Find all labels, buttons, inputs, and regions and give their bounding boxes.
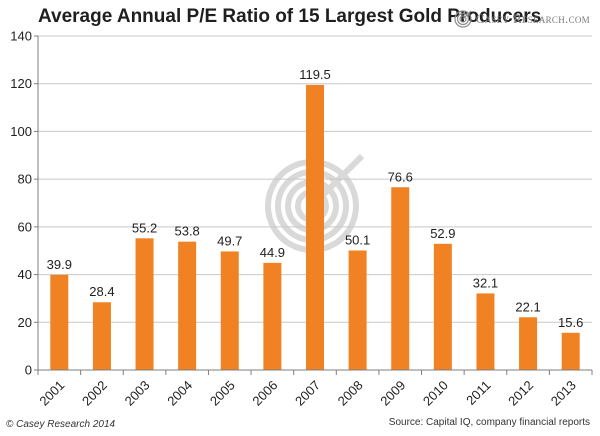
data-label: 76.6 — [388, 169, 413, 184]
x-tick-label: 2004 — [164, 378, 195, 409]
chart-title: Average Annual P/E Ratio of 15 Largest G… — [38, 6, 542, 27]
data-label: 52.9 — [430, 226, 455, 241]
brand-logo: Casey Research.com — [454, 8, 590, 30]
bar-2004 — [178, 241, 197, 370]
data-label: 28.4 — [89, 284, 114, 299]
data-label: 55.2 — [132, 220, 157, 235]
x-tick-label: 2001 — [36, 378, 67, 409]
x-tick-label: 2012 — [505, 378, 536, 409]
data-label: 39.9 — [47, 257, 72, 272]
y-tick-label: 140 — [10, 29, 32, 44]
bar-2001 — [50, 274, 69, 370]
data-label: 32.1 — [473, 275, 498, 290]
x-tick-label: 2002 — [79, 378, 110, 409]
y-tick-label: 20 — [18, 315, 32, 330]
x-tick-label: 2009 — [377, 378, 408, 409]
bar-2005 — [220, 251, 239, 370]
y-tick-label: 0 — [25, 363, 32, 378]
bar-2009 — [391, 187, 410, 370]
bar-2003 — [135, 238, 154, 370]
bars — [50, 84, 580, 371]
logo-text: Casey Research.com — [475, 11, 590, 26]
data-label: 44.9 — [260, 245, 285, 260]
data-label: 22.1 — [515, 299, 540, 314]
bar-2002 — [92, 302, 111, 370]
source-note: Source: Capital IQ, company financial re… — [388, 417, 590, 428]
data-label: 119.5 — [299, 67, 331, 82]
y-axis-ticks: 0 20 40 60 80 100 120 140 — [10, 29, 38, 378]
y-tick-label: 40 — [18, 267, 32, 282]
data-label: 53.8 — [174, 224, 199, 239]
bar-2011 — [476, 293, 495, 370]
bar-2008 — [348, 250, 367, 370]
axes — [37, 36, 592, 371]
x-axis-ticks: 2001 2002 2003 2004 2005 2006 2007 2008 2009 2010… — [36, 370, 593, 409]
bar-2010 — [433, 243, 452, 370]
spiral-logo-icon — [454, 10, 472, 28]
data-label: 49.7 — [217, 233, 242, 248]
y-tick-label: 120 — [10, 76, 32, 91]
bar-2012 — [519, 317, 538, 370]
x-tick-label: 2010 — [420, 378, 451, 409]
bar-2007 — [306, 84, 324, 371]
bar-2013 — [561, 332, 580, 370]
data-label: 50.1 — [345, 232, 370, 247]
data-labels: 39.9 28.4 55.2 53.8 49.7 44.9 119.5 50.1 76.6 52.… — [47, 67, 584, 330]
x-tick-label: 2003 — [122, 378, 153, 409]
x-tick-label: 2006 — [249, 378, 280, 409]
y-tick-label: 100 — [10, 124, 32, 139]
x-tick-label: 2008 — [335, 378, 366, 409]
x-tick-label: 2007 — [292, 378, 323, 409]
x-tick-label: 2011 — [463, 378, 493, 408]
y-tick-label: 80 — [18, 172, 32, 187]
x-tick-label: 2005 — [207, 378, 238, 409]
data-label: 15.6 — [558, 315, 583, 330]
copyright-note: © Casey Research 2014 — [6, 419, 116, 430]
y-tick-label: 60 — [18, 219, 32, 234]
bar-2006 — [263, 262, 282, 370]
x-tick-label: 2013 — [548, 378, 579, 409]
